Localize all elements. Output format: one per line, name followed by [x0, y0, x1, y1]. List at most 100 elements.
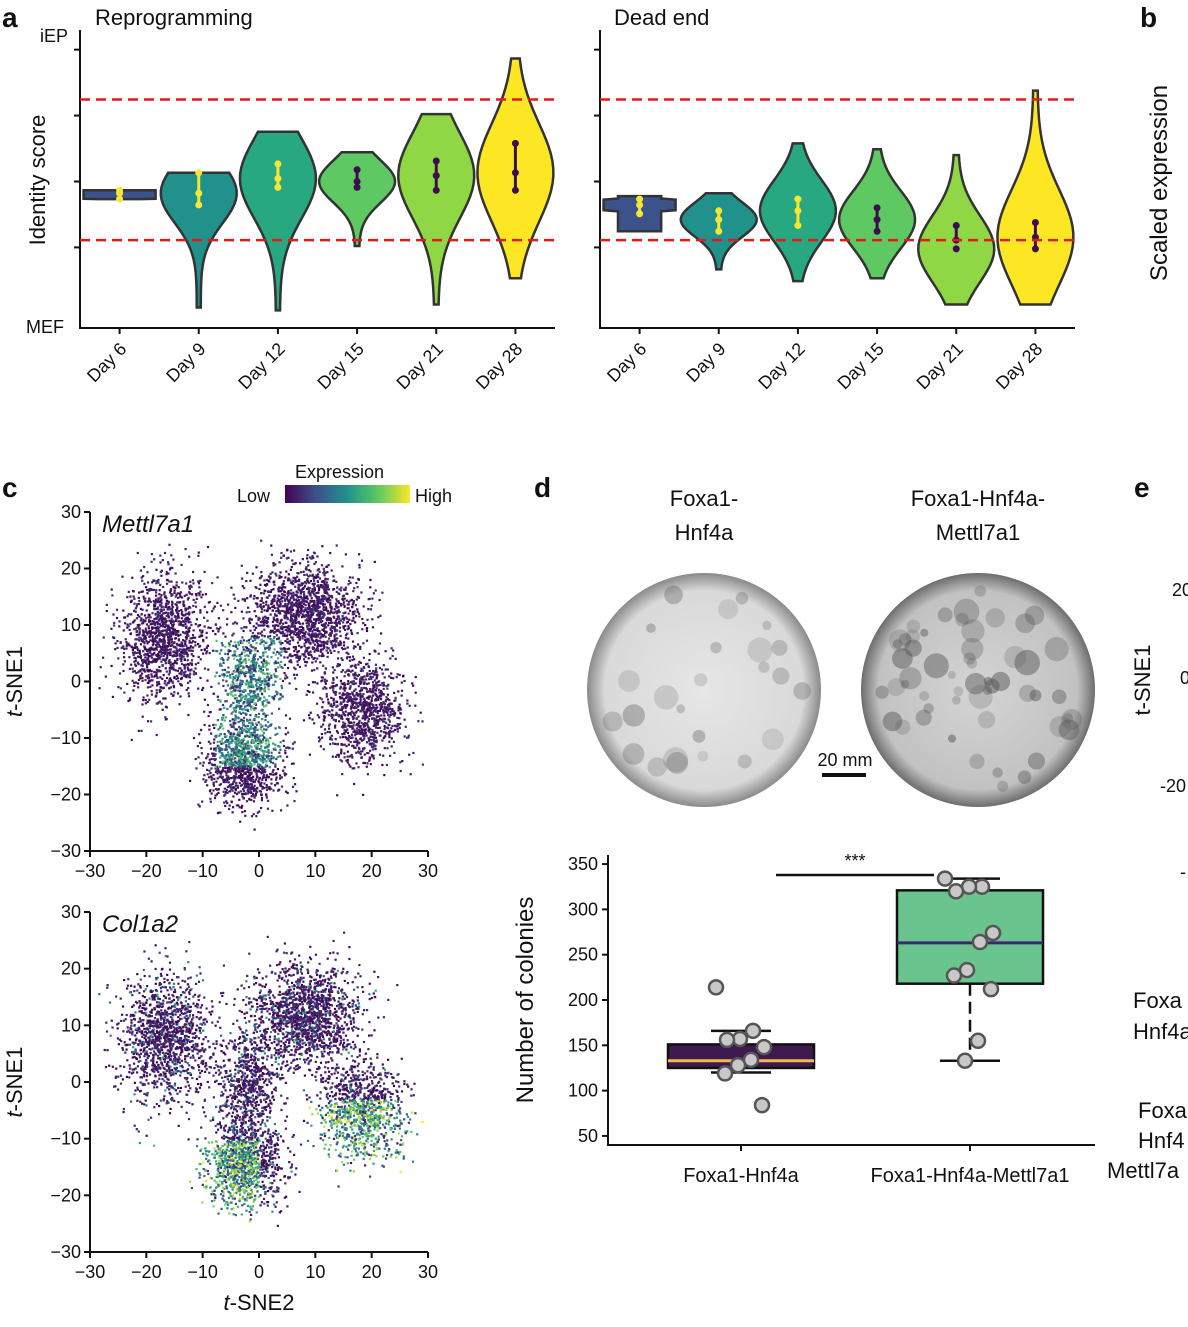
tsne-point: [234, 621, 237, 624]
tsne-point: [373, 560, 376, 563]
tsne-point: [113, 624, 116, 627]
tsne-point: [206, 784, 209, 787]
tsne-point: [279, 755, 282, 758]
tsne-point: [160, 614, 163, 617]
tsne-point: [371, 694, 375, 697]
tsne-point: [256, 811, 259, 814]
tsne-point: [250, 771, 253, 774]
tsne-point: [230, 748, 233, 751]
tsne-point: [309, 634, 312, 637]
tsne-point: [343, 597, 346, 600]
tsne-point: [318, 619, 321, 622]
tsne-point: [354, 746, 357, 749]
tsne-point: [283, 616, 286, 619]
tsne-point: [345, 730, 348, 733]
tsne-point: [142, 650, 145, 653]
tsne-point: [275, 634, 278, 637]
tsne-point: [239, 774, 242, 777]
tsne-point: [406, 699, 409, 702]
violin-group-dead-end: Day 6 Day 9 Day 12 Day 15 Day 21 Day 28: [594, 30, 1075, 393]
tsne-point: [317, 736, 321, 739]
tsne-point: [317, 639, 320, 642]
tsne-point: [241, 731, 244, 734]
tsne-point: [296, 610, 299, 613]
tsne-point: [370, 699, 373, 702]
tsne-point: [187, 663, 190, 666]
tsne-point: [368, 737, 371, 741]
tsne-point: [317, 629, 321, 633]
tsne-point: [216, 777, 219, 780]
tsne-point: [289, 579, 292, 582]
tsne-point: [347, 652, 350, 655]
tsne-point: [262, 605, 265, 608]
tsne-point: [296, 635, 299, 638]
tsne-point: [264, 739, 268, 742]
tsne-point: [400, 689, 404, 692]
tsne-point: [295, 599, 298, 602]
tsne-point: [152, 660, 155, 663]
tsne-point: [333, 629, 336, 632]
tsne-point: [354, 698, 357, 701]
tsne-point: [260, 571, 263, 574]
tsne-point: [286, 606, 289, 609]
tsne-point: [302, 570, 305, 573]
tsne-point: [167, 602, 170, 605]
tsne-point: [246, 775, 249, 778]
tsne-point: [146, 652, 149, 656]
tsne-point: [327, 564, 330, 567]
tsne-point: [138, 639, 141, 642]
tsne-point: [358, 553, 361, 556]
tsne-point: [321, 586, 325, 589]
tsne-point: [158, 589, 161, 592]
tsne-point: [286, 597, 289, 601]
tsne-point: [223, 801, 226, 804]
tsne-point: [137, 651, 140, 654]
tsne-point: [310, 597, 313, 600]
tsne-point: [234, 746, 237, 749]
tsne-point: [160, 616, 163, 620]
tsne-point: [319, 661, 322, 664]
tsne-point: [141, 634, 144, 637]
tsne-point: [285, 773, 288, 776]
tsne-point: [278, 788, 281, 791]
tsne-point: [322, 614, 325, 617]
tsne-point: [151, 653, 154, 656]
tsne-point: [296, 575, 299, 578]
tsne-point: [370, 743, 373, 746]
tsne-point: [375, 739, 378, 742]
tsne-point: [296, 591, 299, 594]
tsne-point: [170, 692, 173, 695]
tsne-point: [287, 594, 290, 597]
violin-quartile-point: [195, 201, 203, 209]
tsne-point: [325, 687, 328, 690]
tsne-point: [222, 632, 225, 635]
tsne-point: [303, 600, 306, 603]
tsne-point: [188, 676, 191, 679]
tsne-point: [335, 624, 338, 627]
tsne-point: [264, 765, 267, 768]
tsne-point: [255, 622, 258, 625]
tsne-point: [165, 573, 168, 576]
tsne-point: [210, 763, 213, 766]
tsne-point: [257, 737, 260, 740]
tsne-point: [239, 731, 242, 734]
tsne-point: [274, 606, 277, 609]
tsne-point: [164, 662, 167, 665]
tsne-point: [181, 650, 184, 653]
tsne-point: [254, 638, 257, 642]
tsne-point: [306, 618, 309, 621]
tsne-point: [392, 710, 396, 713]
tsne-point: [240, 768, 243, 771]
tsne-point: [398, 717, 401, 720]
tsne-point: [151, 638, 155, 641]
tsne-point: [376, 673, 379, 676]
tsne-point: [347, 737, 350, 740]
tsne-point: [196, 745, 199, 748]
tsne-point: [189, 672, 192, 675]
tsne-point: [187, 627, 190, 630]
tsne-point: [171, 655, 174, 658]
tsne-point: [217, 770, 220, 773]
tsne-point: [370, 708, 373, 711]
tsne-point: [266, 701, 269, 704]
tsne-point: [224, 758, 227, 761]
